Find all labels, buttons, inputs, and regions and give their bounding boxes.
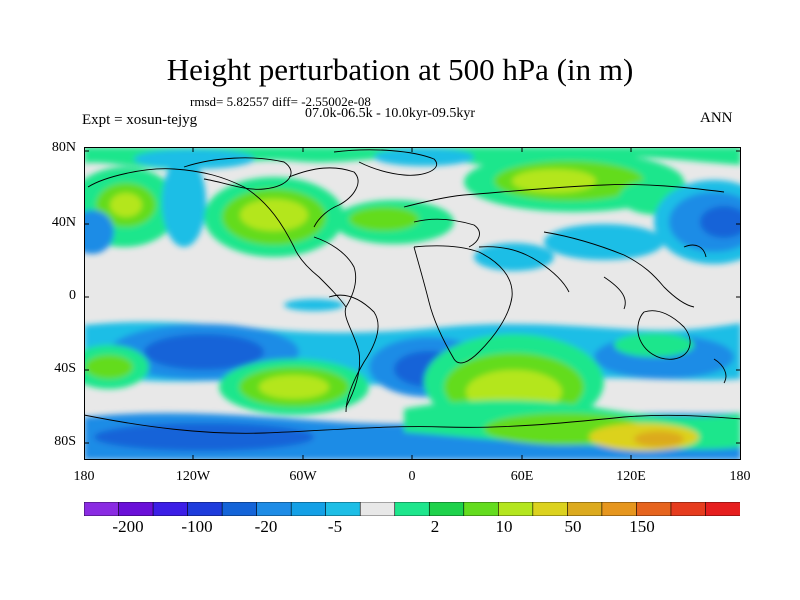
colorbar-swatch <box>428 502 465 516</box>
colorbar-swatch <box>636 502 672 516</box>
colorbar-swatch <box>601 502 638 516</box>
stats-line: rmsd= 5.82557 diff= -2.55002e-08 <box>190 94 371 109</box>
lon-tick-label: 120W <box>175 469 211 484</box>
lon-tick-label: 180 <box>73 469 95 484</box>
colorbar-label: 2 <box>430 517 440 536</box>
lat-tick-label: 40S <box>54 361 76 376</box>
colorbar-label: -5 <box>327 517 343 536</box>
period-line: 07.0k-06.5k - 10.0kyr-09.5kyr <box>305 106 476 121</box>
colorbar-swatch <box>705 502 740 516</box>
map-ticks <box>84 147 741 460</box>
colorbar-swatch <box>256 502 292 516</box>
colorbar-swatch <box>670 502 707 516</box>
experiment-label: Expt = xosun-tejyg <box>82 112 198 128</box>
colorbar-label: 50 <box>564 517 582 536</box>
colorbar-label: -200 <box>112 517 144 536</box>
colorbar <box>84 502 740 516</box>
colorbar-swatch <box>498 502 534 516</box>
colorbar-label: -20 <box>254 517 278 536</box>
contour-fill-layer <box>84 147 741 460</box>
colorbar-swatch <box>532 502 568 516</box>
lat-tick-label: 80S <box>54 434 76 449</box>
colorbar-swatch <box>359 502 396 516</box>
lon-tick-label: 120E <box>616 469 646 484</box>
lon-tick-label: 180 <box>729 469 751 484</box>
lon-tick-label: 0 <box>408 469 416 484</box>
colorbar-swatch <box>187 502 223 516</box>
lon-tick-label: 60E <box>510 469 534 484</box>
colorbar-swatch <box>221 502 258 516</box>
lat-tick-label: 40N <box>51 215 76 230</box>
colorbar-label: 150 <box>629 517 655 536</box>
season-label: ANN <box>700 110 733 126</box>
lon-tick-label: 60W <box>289 469 317 484</box>
coastline-outlines <box>84 149 741 434</box>
colorbar-swatch <box>463 502 499 516</box>
lat-tick-label: 80N <box>51 140 76 155</box>
colorbar-swatch <box>152 502 189 516</box>
colorbar-swatch <box>394 502 430 516</box>
colorbar-label: 10 <box>495 517 513 536</box>
chart-title: Height perturbation at 500 hPa (in m) <box>166 52 634 87</box>
colorbar-swatch <box>290 502 327 516</box>
colorbar-swatch <box>84 502 120 516</box>
colorbar-swatch <box>325 502 361 516</box>
colorbar-swatch <box>118 502 154 516</box>
lat-tick-label: 0 <box>69 288 76 303</box>
colorbar-swatch <box>567 502 603 516</box>
colorbar-label: -100 <box>181 517 213 536</box>
height-perturbation-map <box>84 147 741 460</box>
